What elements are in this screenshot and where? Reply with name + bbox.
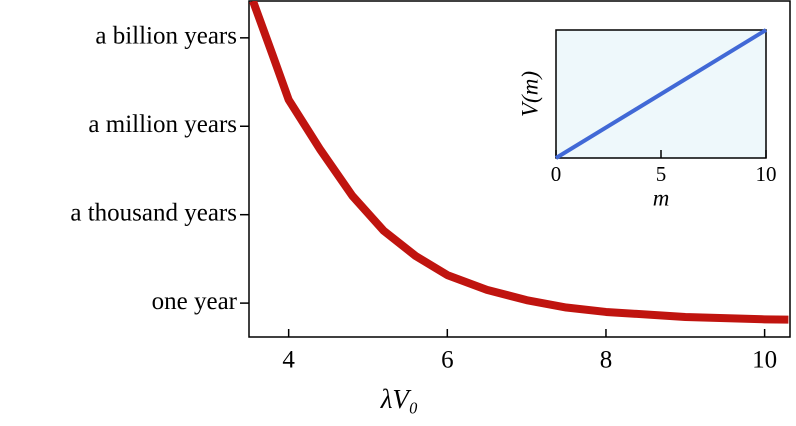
y-tick-label: a thousand years xyxy=(70,199,237,226)
data-line xyxy=(249,1,789,324)
x-tick-label: 5 xyxy=(656,162,667,186)
x-axis-label: m xyxy=(653,185,670,210)
y-tick-label: a billion years xyxy=(95,23,237,50)
x-axis-label: λV₀ xyxy=(380,384,419,414)
x-tick-label: 0 xyxy=(551,162,562,186)
y-axis-label: V(m) xyxy=(517,71,542,117)
plot-frame xyxy=(248,0,791,338)
x-tick-label: 6 xyxy=(441,347,454,374)
x-tick-label: 4 xyxy=(282,347,295,374)
data-line xyxy=(554,28,768,160)
y-tick-label: a million years xyxy=(88,111,237,138)
x-tick-label: 8 xyxy=(600,347,613,374)
x-tick-label: 10 xyxy=(756,162,777,186)
y-tick-label: one year xyxy=(152,288,238,315)
x-tick-label: 10 xyxy=(752,347,777,374)
